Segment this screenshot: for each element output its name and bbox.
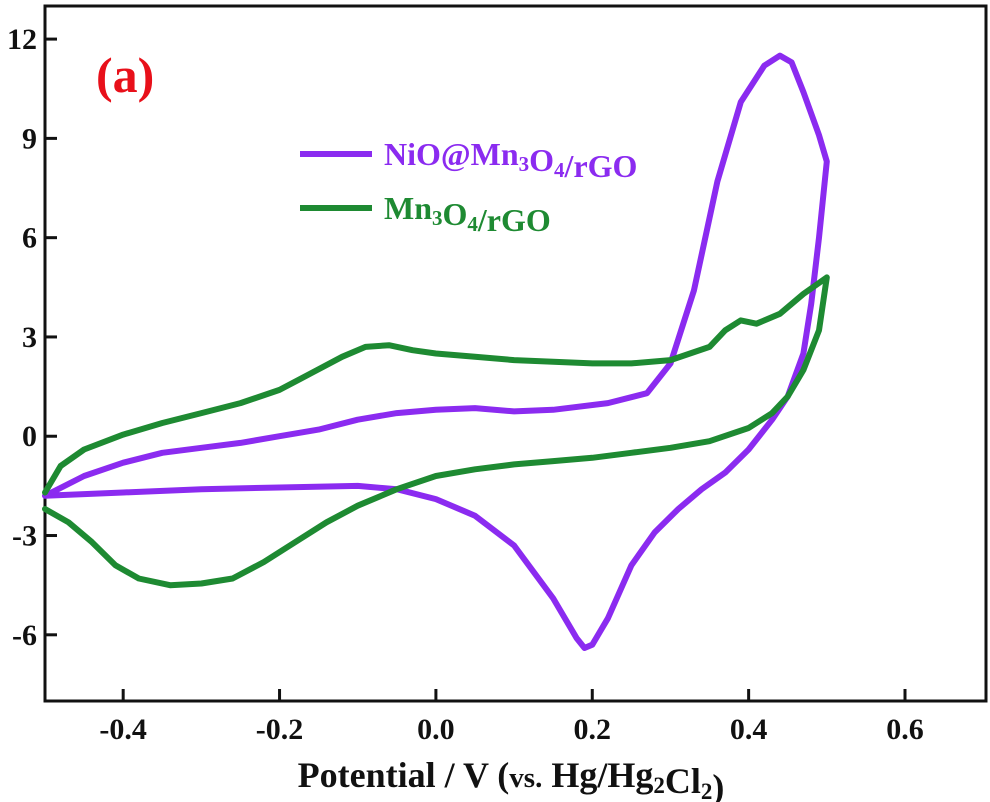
legend-label-nio-mn3o4-rgo: NiO@Mn3O4/rGO	[384, 136, 637, 184]
y-tick-label: -6	[12, 619, 37, 652]
series-line-mn3o4-rgo	[42, 274, 830, 589]
y-tick-label: 12	[7, 23, 37, 56]
x-tick-label: -0.4	[99, 713, 147, 746]
axis-ticks: -0.4 -0.2 0.0 0.2 0.4 0.6 -6 -3 0 3 6 9 12	[7, 23, 924, 746]
y-tick-label: 3	[22, 321, 37, 354]
panel-label: (a)	[96, 47, 154, 103]
series-line-nio-mn3o4-rgo	[42, 52, 830, 651]
x-tick-label: 0.2	[574, 713, 612, 746]
x-tick-label: 0.6	[886, 713, 924, 746]
x-tick-label: 0.4	[730, 713, 768, 746]
plot-frame	[43, 4, 988, 703]
legend-label-mn3o4-rgo: Mn3O4/rGO	[384, 190, 551, 238]
y-tick-label: 9	[22, 122, 37, 155]
x-tick-label: -0.2	[256, 713, 304, 746]
x-tick-label: 0.0	[417, 713, 455, 746]
y-tick-label: -3	[12, 520, 37, 553]
x-axis-title: Potential / V (vs. Hg/Hg2Cl2)	[298, 755, 725, 802]
series-layer	[42, 52, 830, 651]
legend: NiO@Mn3O4/rGO Mn3O4/rGO	[300, 136, 637, 238]
y-tick-label: 6	[22, 222, 37, 255]
y-tick-label: 0	[22, 420, 37, 453]
